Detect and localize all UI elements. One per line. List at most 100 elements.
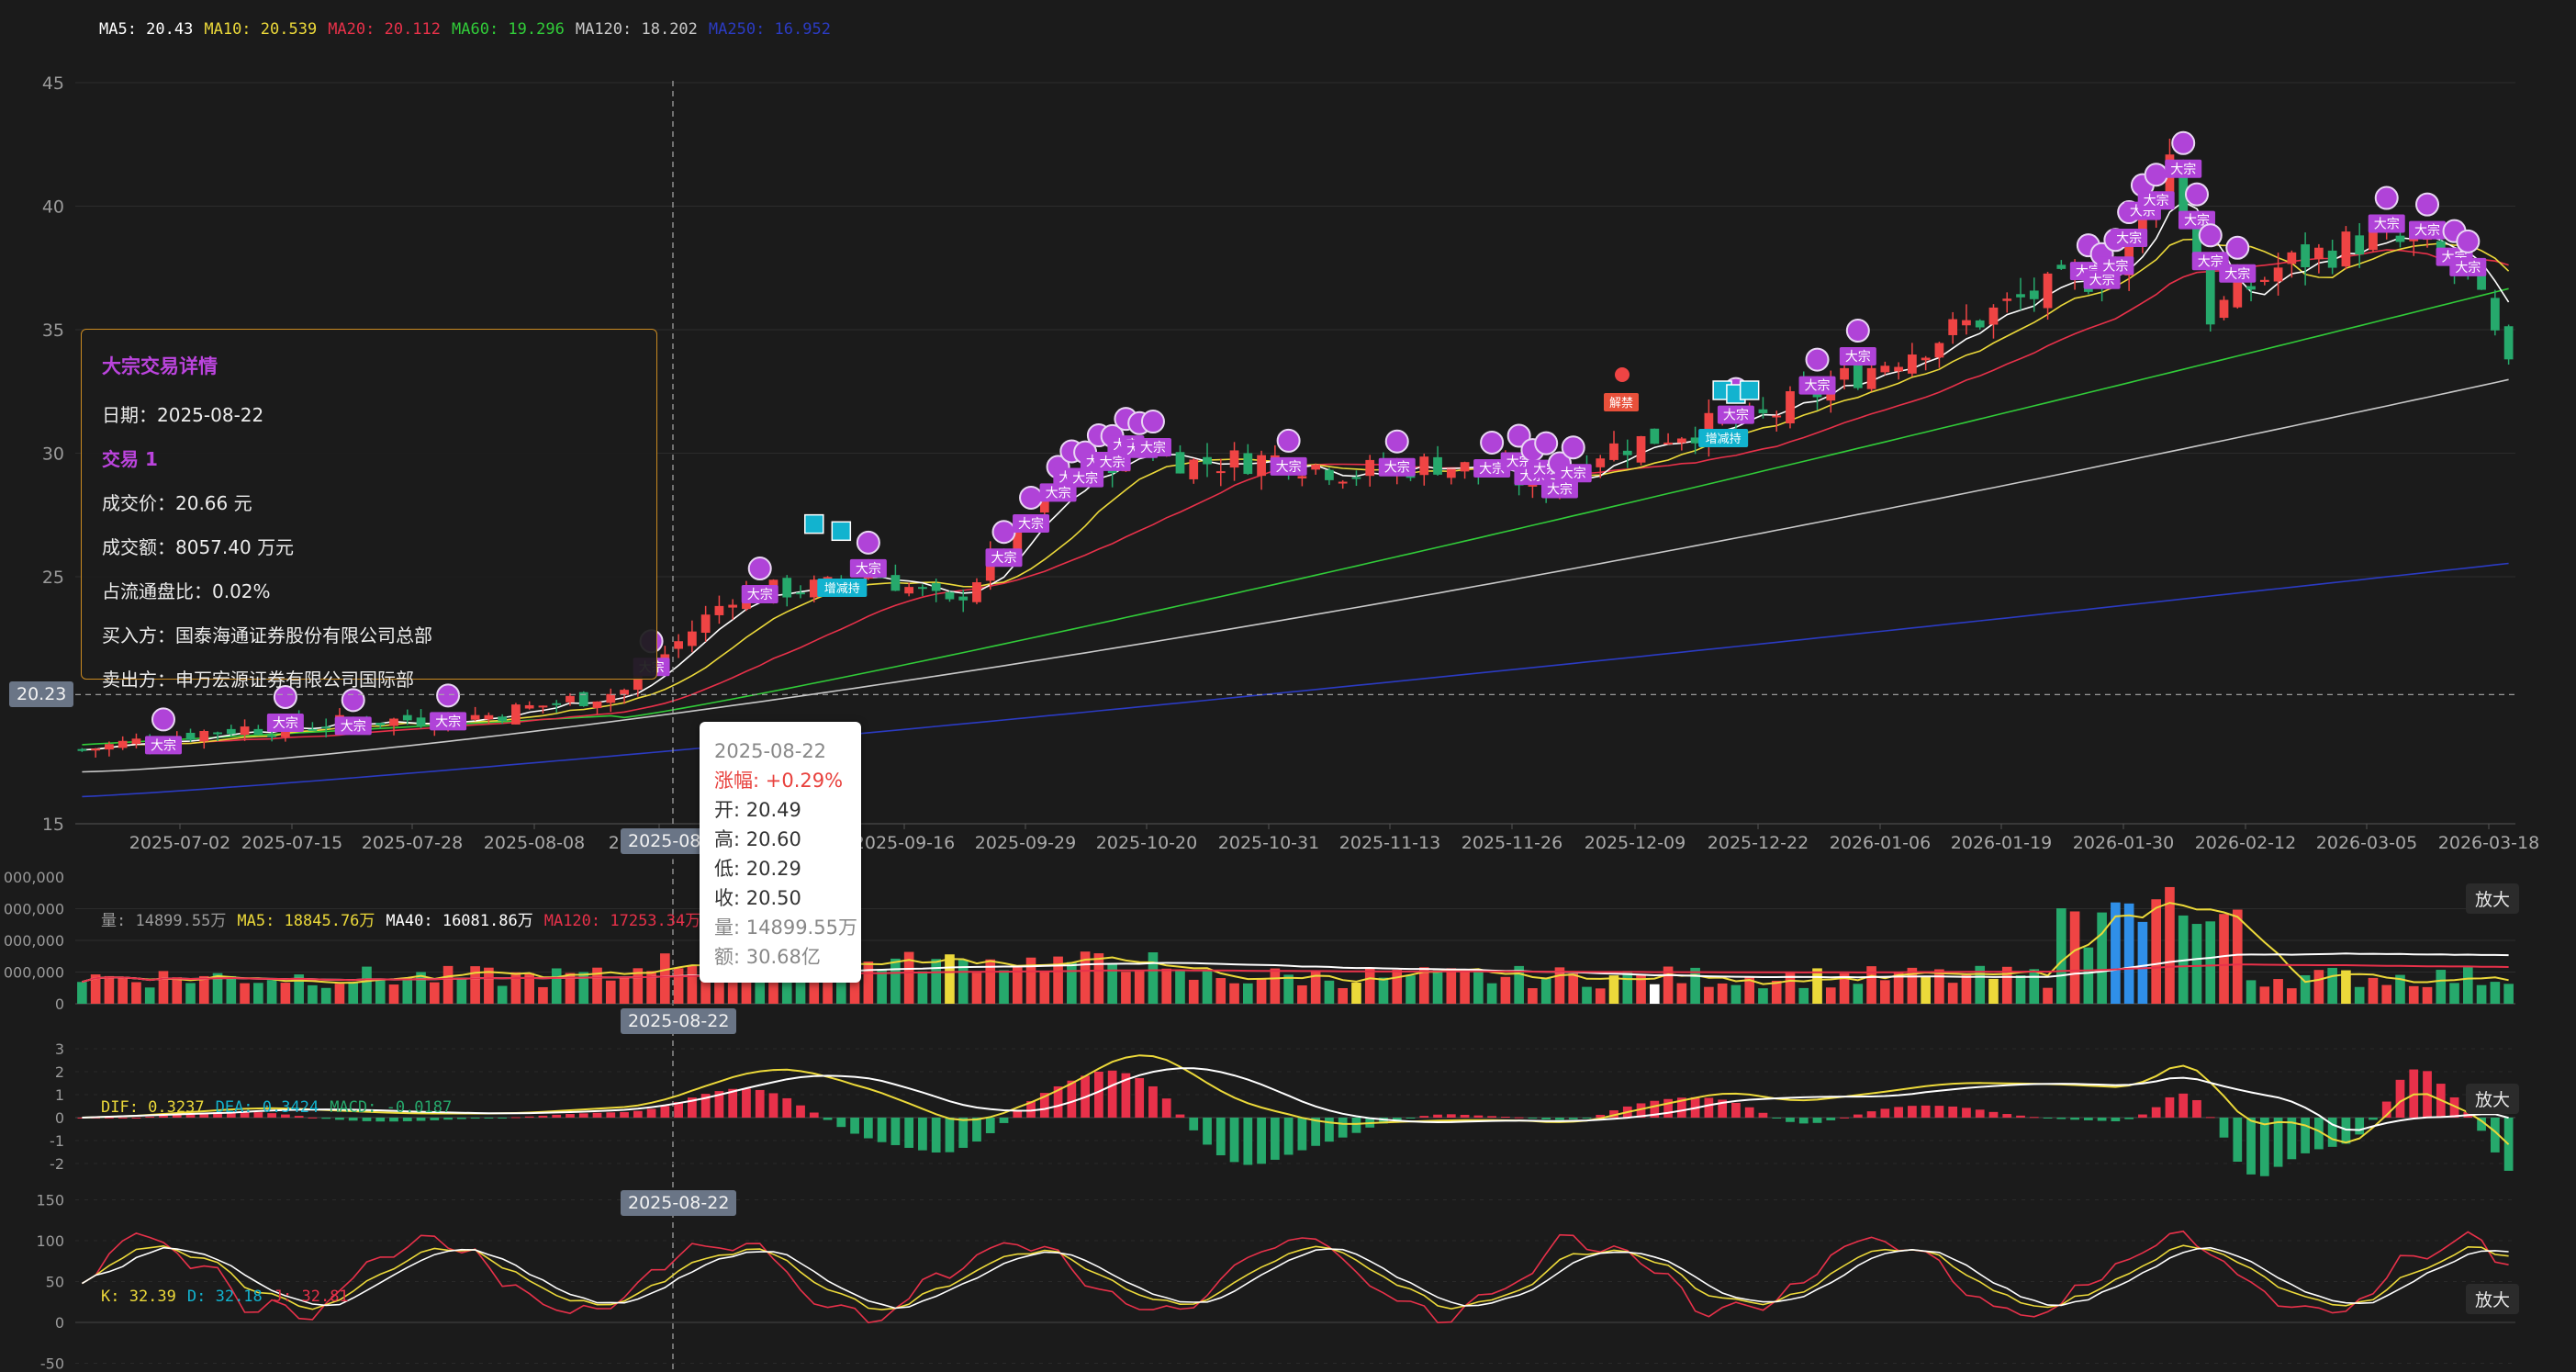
macd-histogram-bar (1473, 1115, 1484, 1118)
volume-bar (430, 982, 440, 1004)
volume-bar (1053, 956, 1063, 1004)
macd-histogram-bar (1013, 1110, 1023, 1118)
volume-bar (1121, 972, 1131, 1004)
volume-legend: 量: 14899.55万 MA5: 18845.76万 MA40: 16081.86… (101, 907, 711, 930)
volume-bar (578, 972, 589, 1004)
candle-body (538, 705, 548, 708)
date-tick-label: 2025-07-02 (129, 833, 230, 853)
macd-histogram-bar (1744, 1107, 1754, 1118)
volume-bar (2165, 886, 2175, 1004)
volume-bar (700, 969, 711, 1004)
macd-histogram-bar (1148, 1085, 1158, 1118)
macd-histogram-bar (945, 1118, 955, 1153)
candle-body (1934, 343, 1944, 358)
volume-axis-label: 000,000 (4, 932, 64, 950)
block-trade-marker (2374, 186, 2399, 210)
volume-bar (375, 978, 386, 1004)
ma-legend-item: MA250: 16.952 (708, 20, 831, 39)
macd-histogram-bar (1609, 1110, 1618, 1118)
volume-bar (823, 970, 833, 1004)
macd-histogram-bar (145, 1117, 155, 1118)
volume-bar (484, 967, 494, 1004)
macd-zoom-button[interactable]: 放大 (2466, 1084, 2520, 1114)
block-trade-tag-text: 大宗 (1100, 455, 1126, 470)
macd-histogram-bar (77, 1118, 87, 1119)
macd-histogram-bar (958, 1118, 969, 1148)
macd-histogram-bar (1826, 1118, 1836, 1120)
volume-bar (442, 965, 454, 1004)
macd-histogram-bar (470, 1118, 480, 1119)
macd-histogram-bar (578, 1113, 588, 1118)
block-trade-marker (2198, 223, 2223, 248)
candle-body (2043, 273, 2053, 309)
macd-histogram-bar (362, 1118, 372, 1121)
volume-bar (1663, 966, 1674, 1004)
block-trade-marker (1506, 423, 1531, 448)
candle-body (1894, 366, 1903, 372)
candle-body (2016, 294, 2025, 298)
volume-bar (673, 968, 684, 1004)
macd-histogram-bar (1921, 1105, 1931, 1118)
macd-histogram-bar (1229, 1118, 1239, 1163)
macd-histogram-bar (1636, 1103, 1646, 1118)
macd-histogram-bar (1866, 1111, 1876, 1118)
macd-axis-label: -2 (50, 1155, 64, 1173)
candle-body (1596, 458, 1606, 467)
volume-bar (1148, 951, 1159, 1004)
macd-histogram-bar (484, 1118, 494, 1119)
candle-body (958, 596, 969, 601)
macd-histogram-bar (2490, 1118, 2500, 1153)
block-trade-tag (334, 716, 372, 736)
macd-histogram-bar (2138, 1114, 2147, 1118)
date-tick-label: 2025-12-09 (1585, 833, 1686, 853)
kdj-zoom-button[interactable]: 放大 (2466, 1284, 2520, 1314)
macd-histogram-bar (1663, 1098, 1673, 1118)
holding-change-tag (817, 579, 868, 597)
volume-bar (1432, 969, 1443, 1004)
holding-change-flag (1739, 380, 1760, 400)
block-trade-title: 交易 1 (102, 448, 158, 470)
candle-body (633, 674, 643, 691)
volume-bar (2368, 977, 2379, 1004)
macd-histogram-bar (1772, 1118, 1782, 1119)
volume-bar (605, 980, 616, 1004)
volume-bar (2069, 911, 2080, 1004)
block-trade-tag (1554, 464, 1592, 483)
macd-histogram-bar (850, 1118, 859, 1134)
ma-legend: MA5: 20.43 MA10: 20.539 MA20: 20.112 MA60: … (99, 20, 842, 39)
kdj-j-line (81, 1230, 2509, 1324)
candle-body (267, 735, 276, 737)
macd-histogram-bar (1406, 1118, 1416, 1119)
candle-body (1758, 409, 1768, 413)
candle-body (823, 577, 833, 579)
volume-bar (144, 987, 155, 1004)
candle-body (904, 587, 914, 594)
volume-legend-item: 量: 14899.55万 (101, 912, 227, 930)
macd-histogram-bar (796, 1105, 805, 1118)
macd-histogram-bar (2355, 1118, 2365, 1135)
macd-histogram-bar (1094, 1071, 1103, 1118)
candle-body (1853, 363, 1863, 388)
volume-bar (402, 977, 413, 1004)
macd-histogram-bar (348, 1118, 358, 1121)
block-amount-row: 成交额：8057.40 万元 (102, 536, 295, 558)
candle-body (1446, 468, 1456, 478)
macd-histogram-bar (999, 1118, 1009, 1123)
macd-histogram-bar (2043, 1118, 2053, 1119)
volume-zoom-button[interactable]: 放大 (2466, 883, 2520, 914)
volume-bar (2123, 903, 2134, 1004)
macd-axis-label: 0 (55, 1109, 64, 1127)
volume-bar (1975, 965, 1986, 1004)
volume-bar (2476, 984, 2487, 1004)
volume-bar (1067, 962, 1077, 1004)
candle-body (2490, 298, 2500, 331)
volume-bar (1500, 976, 1511, 1004)
volume-bar (958, 959, 969, 1004)
macd-histogram-bar (1853, 1114, 1863, 1118)
macd-histogram-bar (1568, 1118, 1578, 1119)
macd-histogram-bar (714, 1091, 724, 1118)
candle-body (1988, 307, 1999, 325)
candle-body (1921, 357, 1931, 361)
volume-bar (1392, 970, 1403, 1004)
